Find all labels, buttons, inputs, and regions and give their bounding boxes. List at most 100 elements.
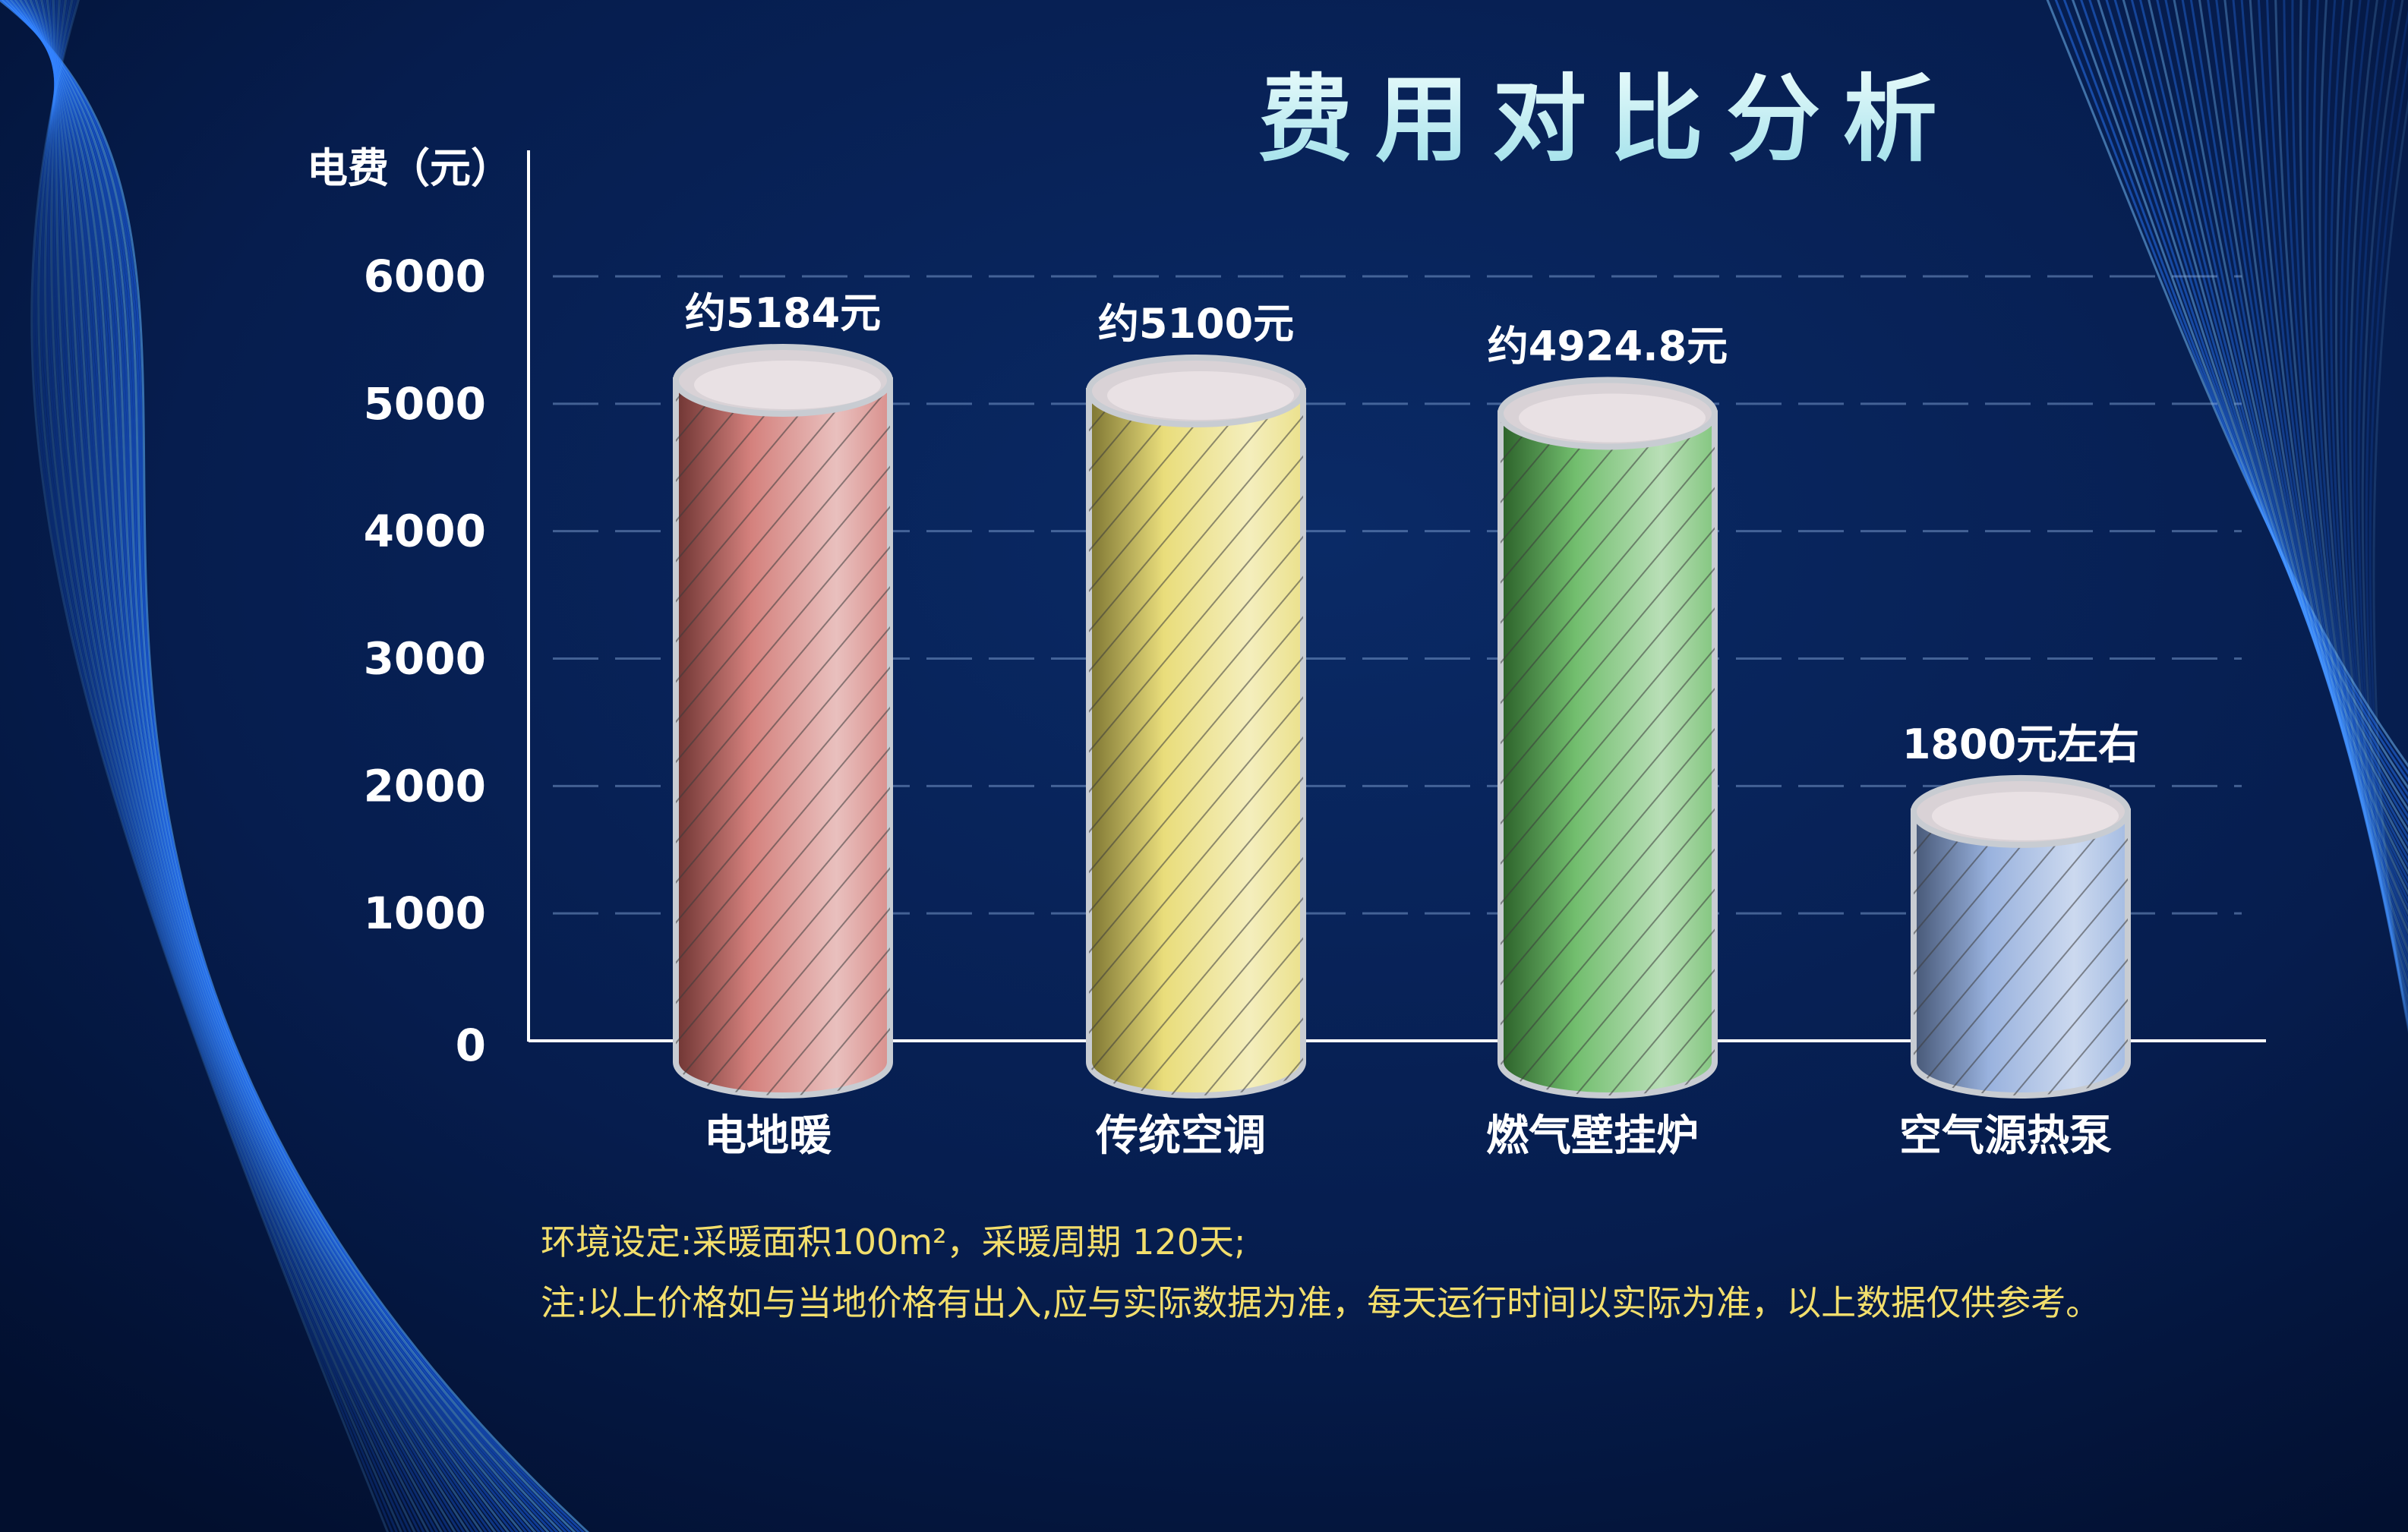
wave-line — [2240, 0, 2408, 928]
data-label: 约5184元 — [685, 289, 881, 337]
wave-line — [2164, 0, 2408, 868]
wave-line — [2215, 0, 2408, 909]
wave-line — [2369, 54, 2408, 1032]
wave-line — [2207, 0, 2408, 903]
wave-line — [2130, 0, 2408, 840]
y-axis-title: 电费（元） — [307, 144, 512, 192]
y-tick-label: 1000 — [364, 887, 486, 939]
wave-line — [2054, 0, 2408, 775]
wave-line — [2291, 0, 2408, 966]
wave-line — [30, 0, 492, 1532]
wave-line — [30, 0, 390, 1532]
y-tick-label: 6000 — [364, 251, 486, 302]
wave-line — [46, 0, 456, 1532]
wave-line — [48, 0, 425, 1532]
wave-line — [2088, 0, 2408, 805]
wave-line — [33, 0, 488, 1532]
wave-line — [2266, 0, 2408, 947]
wave-line — [0, 0, 590, 1532]
wave-line — [46, 0, 421, 1532]
cylinder-hatch — [1501, 413, 1715, 1095]
wave-line — [2365, 10, 2408, 1029]
wave-line — [1, 0, 576, 1532]
wave-line — [27, 0, 501, 1532]
cylinder-hatch — [1089, 391, 1303, 1095]
wave-line — [2156, 0, 2408, 861]
wave-line — [36, 0, 479, 1532]
wave-line — [38, 0, 475, 1532]
x-category-label: 燃气壁挂炉 — [1486, 1111, 1699, 1161]
wave-line — [14, 0, 537, 1532]
wave-line — [2312, 0, 2408, 982]
wave-line — [2189, 0, 2408, 889]
cylinder-hatch — [1914, 811, 2128, 1095]
wave-line — [2283, 0, 2408, 960]
wave-line — [53, 0, 439, 1532]
wave-line — [2299, 0, 2408, 972]
wave-line — [17, 0, 528, 1532]
cylinder-top-inner — [1519, 393, 1706, 443]
data-label: 约5100元 — [1098, 300, 1294, 348]
wave-line — [2330, 0, 2408, 998]
wave-line — [5, 0, 563, 1532]
y-tick-label: 2000 — [364, 760, 486, 812]
cylinder-top-inner — [694, 360, 881, 409]
wave-line — [33, 0, 394, 1532]
wave-line — [40, 0, 470, 1532]
wave-line — [0, 0, 585, 1532]
wave-line — [22, 0, 515, 1532]
cylinder-top-inner — [1932, 791, 2119, 840]
wave-line — [2, 0, 573, 1532]
wave-line — [2334, 0, 2408, 1004]
wave-line — [2340, 0, 2408, 1008]
wave-line — [2305, 0, 2408, 977]
wave-line — [42, 0, 466, 1532]
wave-line — [2097, 0, 2408, 812]
wave-line — [2318, 0, 2408, 988]
wave-line — [21, 0, 519, 1532]
x-category-label: 电地暖 — [704, 1111, 832, 1161]
wave-line — [48, 0, 452, 1532]
bars: 约5184元电地暖约5100元传统空调约4924.8元燃气壁挂炉1800元左右空… — [673, 289, 2139, 1161]
wave-line — [2353, 0, 2408, 1020]
wave-line — [2361, 0, 2408, 1027]
wave-line — [2344, 0, 2408, 1012]
wave-line — [2046, 0, 2408, 768]
wave-line — [2173, 0, 2408, 875]
y-tick-label: 3000 — [364, 633, 486, 685]
wave-line — [2105, 0, 2408, 819]
y-tick-label: 5000 — [364, 378, 486, 430]
x-category-label: 空气源热泵 — [1899, 1111, 2112, 1161]
wave-line — [52, 0, 434, 1532]
wave-line — [9, 0, 550, 1532]
wave-line — [2232, 0, 2408, 922]
wave-line — [12, 0, 541, 1532]
wave-line — [6, 0, 559, 1532]
wave-line — [15, 0, 532, 1532]
wave-line — [0, 0, 581, 1532]
wave-line — [2349, 0, 2408, 1017]
y-tick-label: 4000 — [364, 506, 486, 557]
wave-line — [2080, 0, 2408, 797]
chart-title: 费用对比分析 — [1258, 65, 1960, 175]
wave-line — [29, 0, 497, 1532]
wave-line — [2139, 0, 2408, 847]
data-label: 1800元左右 — [1902, 720, 2139, 768]
data-label: 约4924.8元 — [1488, 322, 1728, 370]
wave-line — [35, 0, 398, 1532]
wave-line — [39, 0, 407, 1532]
wave-line — [25, 0, 506, 1532]
wave-line — [2072, 0, 2408, 790]
cylinder-top-inner — [1107, 371, 1294, 421]
y-tick-label: 0 — [456, 1020, 486, 1071]
note-settings: 环境设定:采暖面积100m²，采暖周期 120天; — [541, 1222, 1246, 1262]
wave-line — [50, 0, 430, 1532]
wave-line — [2372, 99, 2408, 1034]
wave-line — [37, 0, 402, 1532]
cylinder-hatch — [676, 380, 890, 1095]
